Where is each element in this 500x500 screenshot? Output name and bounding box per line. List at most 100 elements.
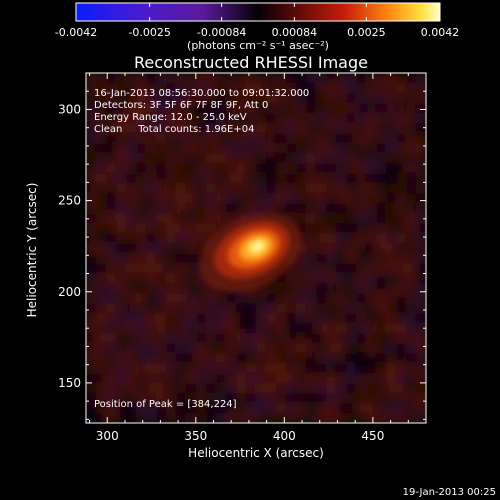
- noise-cell: [186, 213, 196, 223]
- noise-cell: [266, 183, 276, 193]
- noise-cell: [186, 293, 196, 303]
- noise-cell: [306, 93, 316, 103]
- noise-cell: [156, 403, 166, 413]
- noise-cell: [246, 83, 256, 93]
- noise-cell: [376, 303, 386, 313]
- noise-cell: [276, 383, 286, 393]
- noise-cell: [156, 243, 166, 253]
- noise-cell: [306, 313, 316, 323]
- noise-cell: [226, 353, 236, 363]
- noise-cell: [316, 73, 326, 83]
- noise-cell: [276, 293, 286, 303]
- noise-cell: [266, 73, 276, 83]
- noise-cell: [266, 123, 276, 133]
- noise-cell: [416, 83, 426, 93]
- noise-cell: [346, 223, 356, 233]
- noise-cell: [366, 363, 376, 373]
- colorbar-tick-label: -0.0042: [55, 26, 97, 39]
- info-energy-range: Energy Range: 12.0 - 25.0 keV: [94, 112, 247, 123]
- noise-cell: [206, 123, 216, 133]
- noise-cell: [296, 273, 306, 283]
- noise-cell: [246, 123, 256, 133]
- noise-cell: [136, 73, 146, 83]
- noise-cell: [166, 133, 176, 143]
- noise-cell: [296, 413, 306, 423]
- noise-cell: [236, 103, 246, 113]
- noise-cell: [326, 83, 336, 93]
- noise-cell: [366, 273, 376, 283]
- noise-cell: [266, 373, 276, 383]
- noise-cell: [116, 413, 126, 423]
- noise-cell: [266, 163, 276, 173]
- noise-cell: [116, 343, 126, 353]
- noise-cell: [186, 253, 196, 263]
- noise-cell: [236, 123, 246, 133]
- noise-cell: [286, 203, 296, 213]
- noise-cell: [346, 243, 356, 253]
- noise-cell: [296, 203, 306, 213]
- noise-cell: [366, 223, 376, 233]
- noise-cell: [346, 123, 356, 133]
- noise-cell: [356, 243, 366, 253]
- noise-cell: [146, 383, 156, 393]
- noise-cell: [276, 103, 286, 113]
- noise-cell: [186, 283, 196, 293]
- noise-cell: [226, 373, 236, 383]
- noise-cell: [226, 163, 236, 173]
- noise-cell: [396, 73, 406, 83]
- noise-cell: [186, 373, 196, 383]
- noise-cell: [206, 293, 216, 303]
- noise-cell: [326, 93, 336, 103]
- noise-cell: [106, 413, 116, 423]
- noise-cell: [406, 223, 416, 233]
- noise-cell: [186, 153, 196, 163]
- noise-cell: [256, 413, 266, 423]
- noise-cell: [316, 123, 326, 133]
- noise-cell: [356, 153, 366, 163]
- noise-cell: [266, 413, 276, 423]
- noise-cell: [126, 123, 136, 133]
- noise-cell: [376, 293, 386, 303]
- noise-cell: [416, 73, 426, 83]
- noise-cell: [206, 323, 216, 333]
- noise-cell: [386, 283, 396, 293]
- noise-cell: [376, 383, 386, 393]
- noise-cell: [306, 123, 316, 133]
- noise-cell: [316, 163, 326, 173]
- noise-cell: [156, 163, 166, 173]
- noise-cell: [86, 173, 96, 183]
- noise-cell: [86, 113, 96, 123]
- noise-cell: [366, 283, 376, 293]
- noise-cell: [356, 283, 366, 293]
- noise-cell: [246, 303, 256, 313]
- noise-cell: [346, 333, 356, 343]
- noise-cell: [116, 383, 126, 393]
- noise-cell: [406, 293, 416, 303]
- y-tick-label: 150: [58, 376, 81, 390]
- noise-cell: [196, 193, 206, 203]
- noise-cell: [296, 93, 306, 103]
- noise-cell: [106, 403, 116, 413]
- noise-cell: [276, 93, 286, 103]
- noise-cell: [316, 413, 326, 423]
- noise-cell: [216, 153, 226, 163]
- noise-cell: [126, 253, 136, 263]
- noise-cell: [206, 113, 216, 123]
- noise-cell: [356, 373, 366, 383]
- noise-cell: [346, 403, 356, 413]
- noise-cell: [286, 343, 296, 353]
- noise-cell: [386, 213, 396, 223]
- noise-cell: [146, 323, 156, 333]
- noise-cell: [306, 193, 316, 203]
- noise-cell: [356, 333, 366, 343]
- noise-cell: [126, 383, 136, 393]
- noise-cell: [106, 223, 116, 233]
- noise-cell: [276, 273, 286, 283]
- noise-cell: [176, 143, 186, 153]
- noise-cell: [326, 253, 336, 263]
- noise-cell: [336, 93, 346, 103]
- noise-cell: [336, 203, 346, 213]
- noise-cell: [216, 393, 226, 403]
- noise-cell: [116, 243, 126, 253]
- noise-cell: [236, 343, 246, 353]
